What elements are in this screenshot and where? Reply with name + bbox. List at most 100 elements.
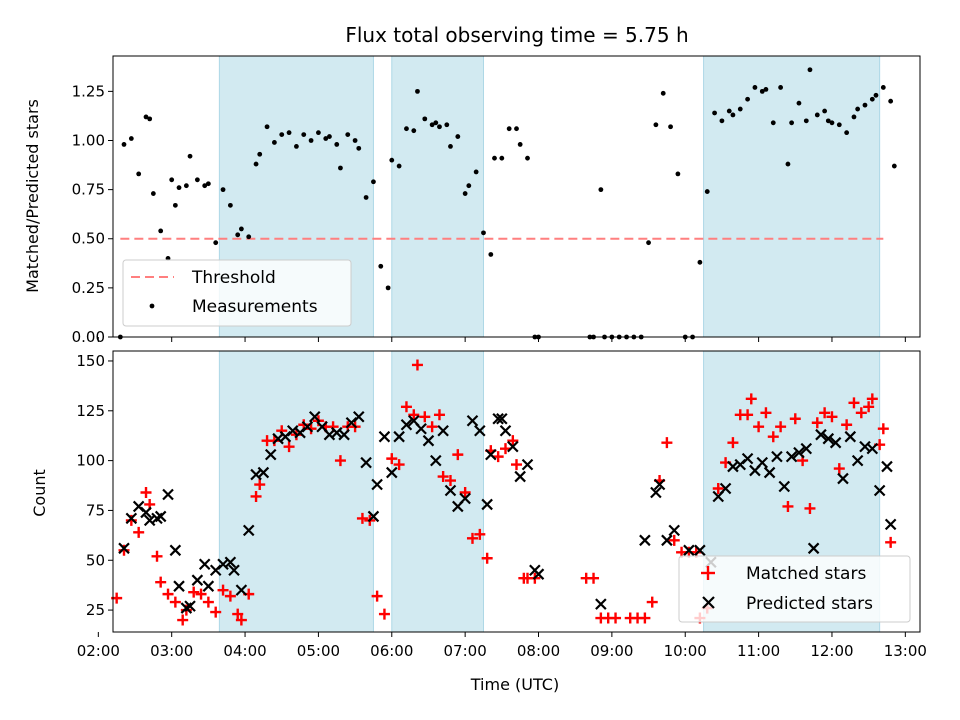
predicted-star-point	[778, 480, 791, 493]
ratio-y-axis-label: Matched/Predicted stars	[23, 99, 42, 293]
measurement-point	[415, 88, 420, 94]
measurement-point	[873, 92, 879, 98]
predicted-star-point	[785, 450, 798, 463]
measurement-point	[121, 142, 127, 147]
ratio-legend: Threshold Measurements	[122, 259, 352, 327]
measurement-point	[770, 120, 776, 126]
matched-star-point	[393, 459, 405, 471]
matched-star-point	[877, 423, 889, 435]
predicted-star-point	[822, 432, 835, 445]
chart-title: Flux total observing time = 5.75 h	[345, 23, 688, 47]
measurement-point	[822, 108, 828, 114]
predicted-star-point	[459, 492, 471, 505]
matched-star-point	[668, 534, 680, 546]
measurement-point	[253, 161, 259, 167]
measurement-point	[411, 128, 417, 134]
predicted-star-point	[415, 422, 427, 435]
matched-star-point	[452, 449, 464, 461]
measurement-point	[752, 85, 758, 90]
x-tick-label: 13:00	[884, 642, 927, 660]
measurement-point	[880, 85, 886, 90]
matched-star-point	[210, 606, 222, 618]
matched-star-point	[232, 608, 244, 620]
matched-star-point	[819, 407, 831, 419]
predicted-star-point	[496, 412, 508, 425]
ratio-y-tick-label: 0.75	[72, 181, 105, 199]
predicted-star-point	[371, 478, 383, 491]
x-tick-label: 02:00	[77, 642, 120, 660]
measurement-point	[488, 252, 494, 257]
measurement-point	[150, 191, 156, 196]
ratio-legend-box	[122, 259, 352, 327]
measurement-point	[785, 161, 791, 167]
matched-star-point	[588, 572, 600, 584]
predicted-star-point	[338, 428, 350, 441]
measurement-point	[422, 116, 428, 122]
measurement-point	[136, 171, 142, 177]
predicted-star-point	[485, 448, 497, 461]
measurement-point	[272, 140, 277, 145]
predicted-star-point	[118, 542, 130, 555]
matched-star-point	[646, 596, 658, 608]
matched-star-point	[224, 590, 236, 602]
measurement-point	[264, 124, 270, 130]
count-axes-frame	[112, 350, 921, 633]
x-tick-label: 07:00	[444, 642, 487, 660]
count-legend: Matched stars Predicted stars	[678, 555, 911, 623]
matched-star-point	[356, 512, 368, 524]
predicted-star-point	[235, 584, 248, 596]
matched-star-point	[507, 435, 519, 447]
measurement-point	[437, 124, 442, 130]
predicted-star-point	[264, 448, 277, 461]
measurement-point	[598, 187, 604, 193]
threshold-legend-label: Threshold	[191, 268, 276, 288]
ratio-shaded-interval	[391, 55, 484, 338]
matched-star-point	[775, 421, 787, 433]
measurement-point	[517, 142, 523, 147]
predicted-star-point	[198, 558, 211, 571]
predicted-star-point	[162, 488, 174, 501]
measurement-point	[352, 138, 358, 143]
predicted-star-point	[800, 442, 813, 455]
measurement-point	[356, 145, 362, 151]
measurement-point	[499, 155, 505, 161]
measurement-point	[660, 90, 666, 96]
measurement-point	[334, 142, 340, 147]
predicted-star-point	[595, 598, 607, 610]
measurement-point	[371, 179, 376, 185]
matched-star-point	[742, 409, 754, 421]
ratio-y-tick-label: 0.50	[72, 230, 105, 248]
measurement-point	[862, 102, 868, 108]
measurement-point	[825, 118, 831, 124]
measurement-point	[444, 122, 450, 128]
measurement-point	[697, 259, 703, 265]
matched-star-point	[371, 590, 383, 602]
predicted-legend-swatch	[702, 596, 715, 609]
measurement-point	[891, 163, 897, 169]
count-y-tick-label: 50	[86, 551, 105, 569]
predicted-star-point	[837, 472, 849, 485]
matched-legend-label: Matched stars	[746, 564, 866, 584]
matched-star-point	[492, 451, 504, 463]
predicted-star-point	[169, 544, 182, 557]
matched-star-point	[863, 401, 875, 413]
measurement-point	[158, 228, 164, 234]
matched-legend-swatch	[701, 566, 715, 580]
matched-star-point	[639, 612, 651, 624]
matched-star-point	[444, 475, 456, 487]
predicted-star-point	[719, 482, 732, 495]
count-legend-box	[678, 555, 911, 623]
measurement-point	[492, 155, 497, 161]
matched-star-point	[419, 411, 431, 423]
predicted-star-point	[807, 542, 820, 555]
matched-star-point	[753, 421, 765, 433]
matched-star-point	[481, 552, 493, 564]
measurement-point	[194, 177, 200, 183]
predicted-star-point	[378, 430, 391, 443]
matched-star-point	[334, 455, 346, 467]
measurement-point	[481, 230, 486, 236]
measurement-point	[796, 100, 802, 106]
measurement-point	[646, 240, 651, 246]
measurement-point	[327, 134, 332, 139]
